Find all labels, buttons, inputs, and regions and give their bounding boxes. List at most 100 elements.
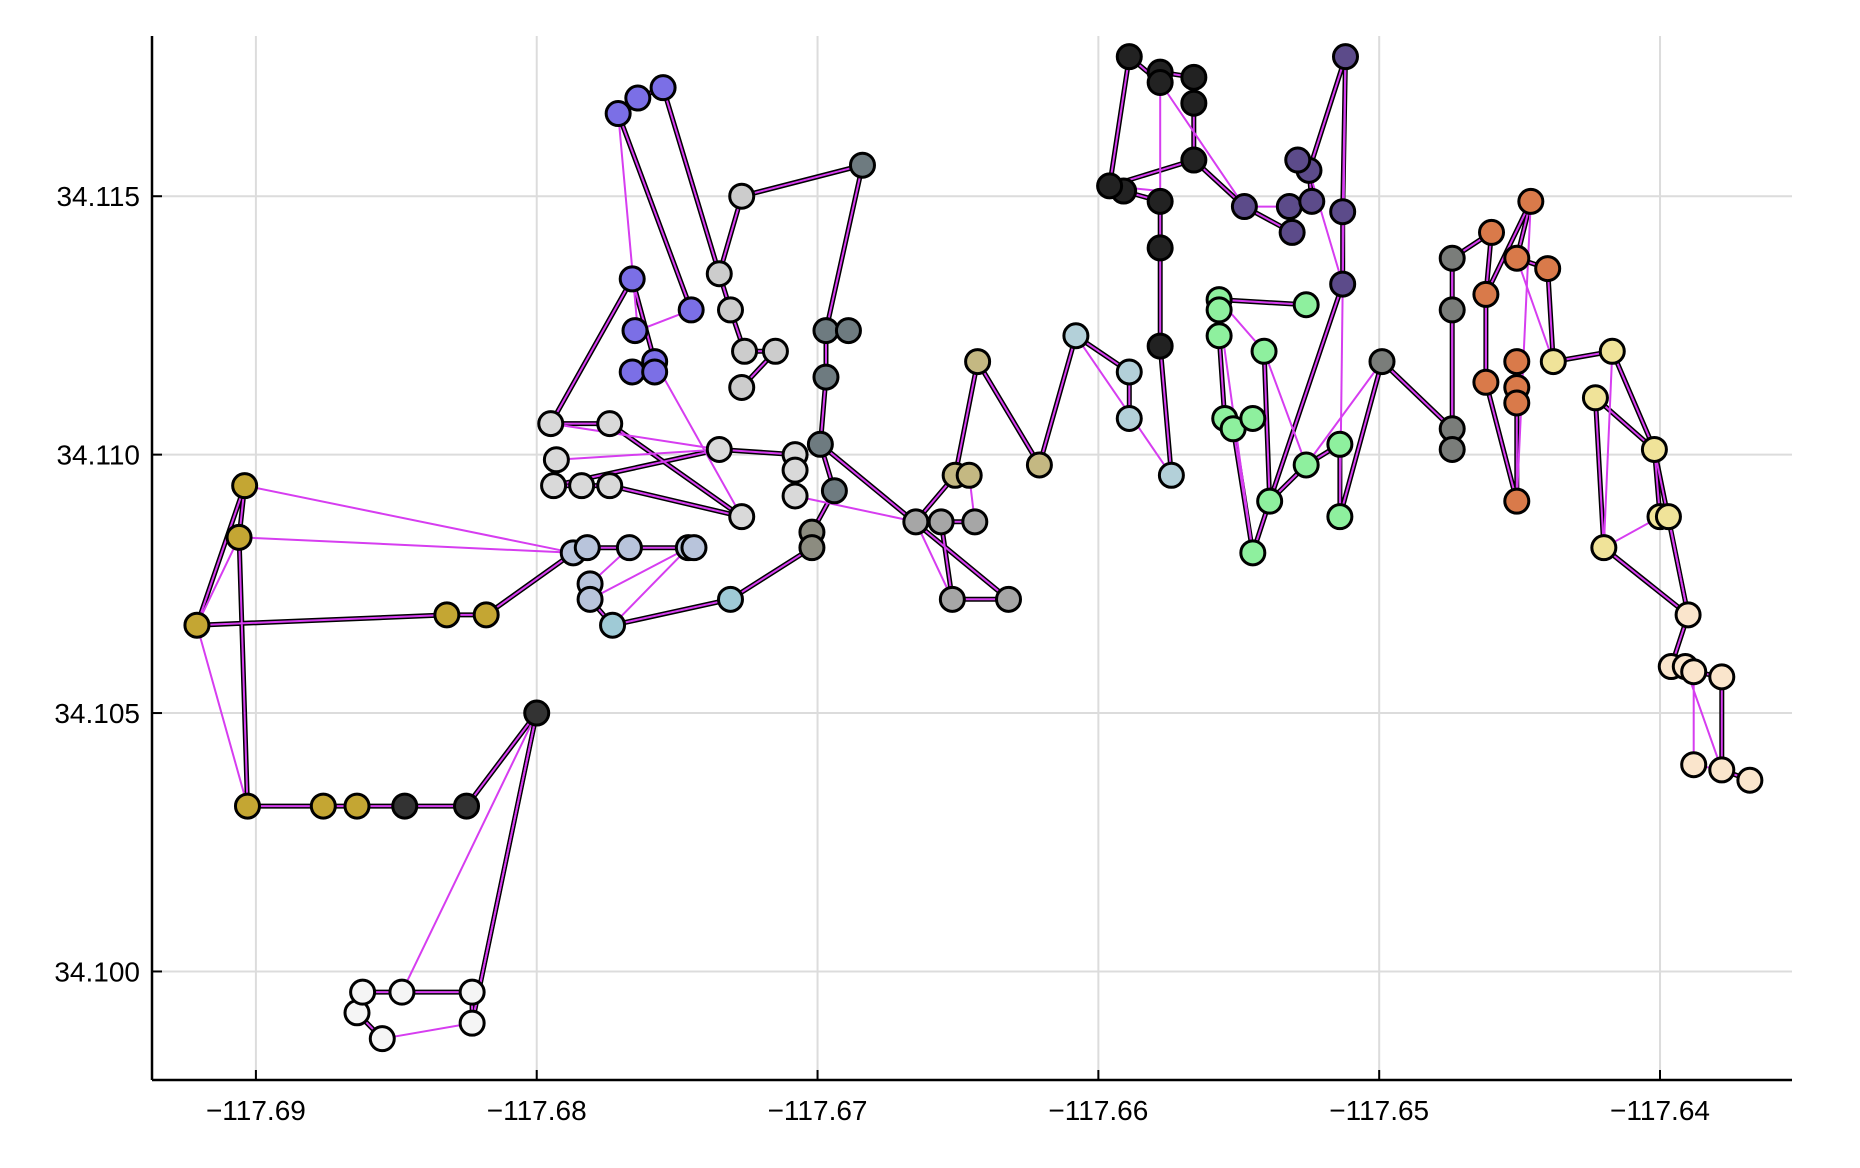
data-point (1180, 89, 1208, 117)
data-point (1239, 404, 1267, 432)
data-point (961, 508, 989, 536)
data-point (349, 978, 377, 1006)
data-point (1230, 193, 1258, 221)
data-point (1503, 244, 1531, 272)
data-points (183, 43, 1764, 1053)
data-point (995, 585, 1023, 613)
data-point (1680, 658, 1708, 686)
data-point (1146, 187, 1174, 215)
data-point (927, 508, 955, 536)
data-point (812, 363, 840, 391)
x-tick-label: −117.66 (1048, 1095, 1148, 1126)
data-point (343, 792, 371, 820)
data-point (1329, 198, 1357, 226)
x-tick-label: −117.65 (1329, 1095, 1429, 1126)
data-point (388, 978, 416, 1006)
x-tick-label: −117.68 (487, 1095, 587, 1126)
data-point (1115, 358, 1143, 386)
data-point (309, 792, 337, 820)
data-point (596, 410, 624, 438)
x-tick-labels: −117.69 −117.68 −117.67 −117.66 −117.65 … (206, 1095, 1710, 1126)
data-point (731, 337, 759, 365)
data-point (1674, 601, 1702, 629)
data-point (523, 699, 551, 727)
data-point (705, 435, 733, 463)
data-point (820, 477, 848, 505)
data-point (615, 534, 643, 562)
data-point (728, 373, 756, 401)
data-point (1326, 430, 1354, 458)
data-point (604, 100, 632, 128)
data-point (1284, 146, 1312, 174)
data-point (1326, 503, 1354, 531)
data-point (621, 317, 649, 345)
x-tick-label: −117.64 (1610, 1095, 1710, 1126)
data-point (705, 260, 733, 288)
data-point (1534, 255, 1562, 283)
data-point (1298, 187, 1326, 215)
data-point (1517, 187, 1545, 215)
data-point (542, 446, 570, 474)
data-point (1146, 332, 1174, 360)
data-point (848, 151, 876, 179)
data-point (728, 182, 756, 210)
thin-route-line (1515, 257, 1555, 362)
y-tick-label: 34.115 (56, 181, 140, 212)
data-point (1472, 368, 1500, 396)
y-tick-label: 34.105 (54, 698, 140, 729)
data-point (1598, 337, 1626, 365)
data-point (1708, 663, 1736, 691)
data-point (1025, 451, 1053, 479)
data-point (576, 585, 604, 613)
thin-route-line (653, 361, 743, 518)
data-point (433, 601, 461, 629)
data-point (472, 601, 500, 629)
data-point (368, 1025, 396, 1053)
data-point (568, 472, 596, 500)
data-point (231, 472, 259, 500)
thin-route-line (1667, 516, 1690, 616)
data-point (806, 430, 834, 458)
data-point (537, 410, 565, 438)
data-point (1438, 435, 1466, 463)
thin-route-line (195, 536, 574, 807)
data-point (781, 456, 809, 484)
data-point (1478, 218, 1506, 246)
y-tick-labels: 34.100 34.105 34.110 34.115 (54, 181, 140, 987)
thin-route-line (382, 712, 538, 1040)
axes (150, 36, 1792, 1082)
data-point (728, 503, 756, 531)
data-point (596, 472, 624, 500)
data-point (624, 84, 652, 112)
data-point (1115, 43, 1143, 71)
data-point (798, 534, 826, 562)
data-point (677, 296, 705, 324)
data-point (1539, 348, 1567, 376)
thin-route-overlay (718, 163, 864, 331)
data-point (225, 523, 253, 551)
data-point (716, 296, 744, 324)
data-point (1062, 322, 1090, 350)
data-point (1438, 296, 1466, 324)
data-point (938, 585, 966, 613)
data-point (761, 337, 789, 365)
data-point (649, 74, 677, 102)
data-point (1096, 172, 1124, 200)
data-point (453, 792, 481, 820)
data-point (1438, 244, 1466, 272)
data-point (641, 358, 669, 386)
thin-route-line (1305, 361, 1383, 466)
data-point (1331, 43, 1359, 71)
data-point (618, 358, 646, 386)
x-tick-label: −117.67 (768, 1095, 868, 1126)
thin-route-overlay (617, 113, 693, 311)
data-point (540, 472, 568, 500)
data-point (1708, 756, 1736, 784)
data-point (458, 1009, 486, 1037)
data-point (1146, 69, 1174, 97)
data-point (1368, 348, 1396, 376)
data-point (1292, 291, 1320, 319)
data-point (1250, 337, 1278, 365)
